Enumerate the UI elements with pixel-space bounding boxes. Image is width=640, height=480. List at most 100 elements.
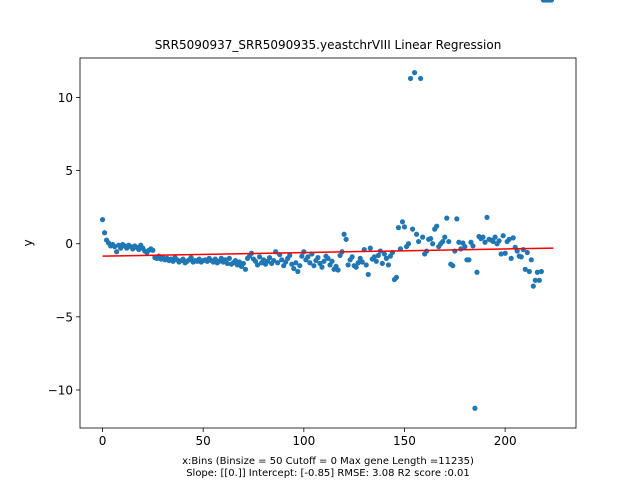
y-tick-label: −10 <box>48 383 73 397</box>
data-point <box>444 215 450 221</box>
data-point <box>480 234 486 240</box>
data-point <box>411 70 418 76</box>
data-point <box>522 266 528 272</box>
data-point <box>462 244 468 250</box>
data-point <box>254 262 261 268</box>
data-point <box>496 238 502 244</box>
data-point <box>508 255 514 261</box>
data-point <box>289 261 295 267</box>
data-point <box>341 231 347 237</box>
data-point <box>371 254 377 260</box>
data-point <box>297 263 303 269</box>
data-point <box>365 271 371 278</box>
data-point <box>532 277 538 283</box>
data-point <box>260 257 267 263</box>
data-point <box>256 254 263 260</box>
data-point <box>401 224 408 230</box>
y-tick-label: −5 <box>55 310 73 324</box>
x-axis-label-line-1: x:Bins (Binsize = 50 Cutoff = 0 Max gene… <box>182 456 474 467</box>
data-point <box>420 234 426 240</box>
data-point <box>536 277 542 283</box>
data-point <box>224 260 230 267</box>
data-point <box>329 258 335 264</box>
x-tick-label: 50 <box>196 434 211 448</box>
data-point <box>407 75 414 82</box>
data-point <box>526 268 532 275</box>
data-point <box>279 257 285 263</box>
data-point <box>305 254 311 260</box>
data-point <box>482 239 488 245</box>
x-axis: 0 50 100 150 200 <box>99 428 517 448</box>
data-point <box>226 255 232 261</box>
data-point <box>510 235 516 241</box>
y-tick-label: 10 <box>58 91 73 105</box>
x-tick-label: 150 <box>393 434 416 448</box>
regression-line <box>102 247 554 257</box>
x-tick-label: 200 <box>494 434 517 448</box>
x-axis-label-line-2: Slope: [[0.]] Intercept: [-0.85] RMSE: 3… <box>186 468 470 479</box>
data-point <box>442 234 448 240</box>
data-point <box>379 260 385 267</box>
data-point <box>335 267 341 273</box>
data-point <box>524 249 530 256</box>
data-point <box>325 255 331 261</box>
data-point <box>271 257 277 264</box>
data-point <box>538 268 544 275</box>
data-point <box>484 214 490 221</box>
data-point <box>474 269 480 275</box>
data-point <box>359 259 365 265</box>
data-point <box>293 260 299 266</box>
data-point <box>430 241 436 247</box>
y-tick-label: 0 <box>65 237 73 251</box>
data-point <box>287 252 293 259</box>
data-point <box>311 263 317 269</box>
data-point <box>232 257 238 264</box>
data-point <box>355 260 361 266</box>
data-point <box>413 231 420 237</box>
data-point <box>240 260 247 267</box>
data-point <box>315 255 321 261</box>
data-point <box>114 249 120 255</box>
data-point <box>367 245 373 251</box>
plot-area <box>79 0 577 429</box>
data-point <box>395 225 402 231</box>
data-point <box>373 258 379 264</box>
scatter-points <box>99 0 555 411</box>
data-point <box>466 257 472 263</box>
data-point <box>506 236 512 242</box>
data-point <box>319 264 325 270</box>
data-point <box>345 262 351 268</box>
y-axis-label: y <box>21 239 35 246</box>
data-point <box>446 238 452 245</box>
data-point <box>299 253 305 259</box>
data-point <box>353 264 359 270</box>
data-point <box>150 247 156 253</box>
data-point <box>307 260 313 266</box>
data-point <box>528 257 534 263</box>
data-point <box>136 246 142 253</box>
y-axis: −10 −5 0 5 10 <box>48 91 80 397</box>
data-point <box>188 255 194 261</box>
data-point <box>267 255 273 261</box>
data-point <box>492 234 498 240</box>
data-point <box>363 262 369 268</box>
data-point <box>101 230 108 236</box>
data-point <box>349 254 355 260</box>
data-point <box>500 233 506 239</box>
data-point <box>428 236 434 242</box>
data-point <box>502 250 508 256</box>
data-point <box>343 236 349 242</box>
x-tick-label: 100 <box>292 434 315 448</box>
data-point <box>112 244 118 250</box>
data-point <box>375 252 381 259</box>
data-point <box>534 269 540 275</box>
data-point <box>490 238 496 245</box>
data-point <box>514 248 520 254</box>
axes-frame <box>79 57 577 429</box>
data-point <box>450 263 456 269</box>
data-point <box>236 259 243 265</box>
axes-background <box>80 58 576 428</box>
data-point <box>498 251 504 257</box>
data-point <box>99 217 106 223</box>
chart-title: SRR5090937_SRR5090935.yeastchrVIII Linea… <box>155 38 502 52</box>
